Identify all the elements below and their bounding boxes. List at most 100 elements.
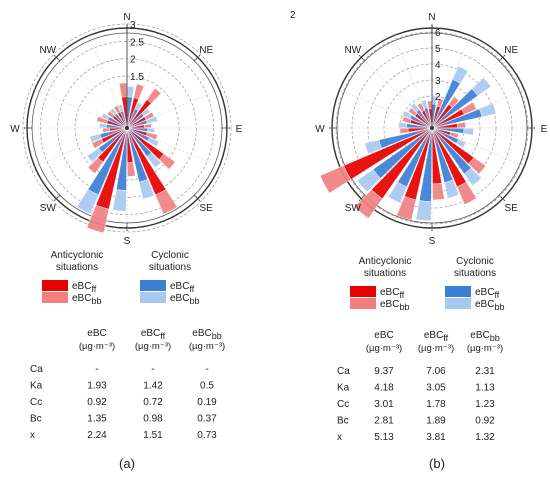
table-cell: 0.73: [197, 430, 217, 441]
anticyclonic-bb-bar: [396, 196, 417, 221]
radial-tick-label: 3: [435, 76, 441, 87]
legend-label: eBCff: [475, 287, 500, 300]
direction-label: NW: [344, 45, 361, 56]
radial-tick-label: 2: [435, 92, 441, 103]
table-header: eBCff: [141, 328, 166, 341]
table-row-label: Ka: [337, 383, 350, 394]
cyclonic-bb-bar: [364, 139, 382, 154]
table-cell: 1.13: [475, 383, 495, 394]
anticyclonic-bb-bar: [408, 107, 418, 117]
cyclonic-bb-bar: [463, 128, 474, 136]
anticyclonic-bb-bar: [158, 153, 176, 170]
table-cell: 4.18: [374, 383, 394, 394]
cyclonic-bb-bar: [415, 200, 432, 222]
anticyclonic-bb-bar: [86, 204, 110, 234]
legend-title-cyclonic: situations: [149, 262, 191, 273]
legend-label: eBCff: [170, 281, 195, 294]
table-cell: 1.35: [87, 414, 107, 425]
anticyclonic-bb-bar: [417, 102, 425, 113]
table-unit: (µg·m⁻³): [366, 343, 402, 354]
cyclonic-bb-bar: [112, 189, 127, 212]
legend-label: eBCbb: [72, 293, 101, 306]
cyclonic-bb-bar: [89, 133, 102, 143]
table-cell: 0.92: [475, 416, 495, 427]
cyclonic-bb-bar: [443, 179, 460, 199]
direction-label: S: [124, 236, 131, 247]
anticyclonic-bb-bar: [146, 88, 162, 104]
direction-label: SE: [200, 203, 214, 214]
legend-label: eBCbb: [170, 293, 199, 306]
direction-label: SW: [40, 203, 57, 214]
direction-label: SE: [505, 203, 519, 214]
cyclonic-bb-bar: [463, 167, 482, 186]
cyclonic-bb-bar: [398, 121, 408, 128]
anticyclonic-bb-bar: [468, 157, 486, 175]
table-cell: 7.06: [426, 366, 446, 377]
anticyclonic-bb-bar: [106, 110, 115, 119]
radial-tick-label: 4: [435, 60, 441, 71]
legend-swatch: [42, 280, 68, 291]
anticyclonic-bb-bar: [354, 189, 383, 219]
cyclonic-bb-bar: [141, 108, 150, 117]
anticyclonic-bb-bar: [402, 116, 412, 124]
table-cell: 2.24: [87, 430, 107, 441]
cyclonic-bb-bar: [452, 65, 469, 84]
table-cell: 3.05: [426, 383, 446, 394]
direction-label: N: [428, 12, 435, 23]
legend-title-cyclonic: Cyclonic: [456, 256, 494, 267]
table-header: eBCff: [424, 330, 449, 343]
legend-title-anticyclonic: Anticyclonic: [359, 256, 412, 267]
cyclonic-bb-bar: [146, 152, 162, 168]
cyclonic-bb-bar: [99, 122, 107, 128]
anticyclonic-bb-bar: [319, 165, 352, 194]
legend-swatch: [445, 286, 471, 297]
direction-label: E: [236, 124, 243, 135]
cyclonic-bb-bar: [147, 137, 160, 147]
anticyclonic-bb-bar: [87, 157, 104, 174]
table-cell: 1.78: [426, 399, 446, 410]
anticyclonic-bb-bar: [456, 121, 466, 128]
cyclonic-bb-bar: [410, 102, 420, 113]
anticyclonic-bb-bar: [144, 111, 155, 121]
legend-label: eBCbb: [380, 299, 409, 312]
table-header: eBC: [374, 330, 393, 341]
legend-label: eBCbb: [475, 299, 504, 312]
table-cell: 1.42: [143, 381, 163, 392]
radial-tick-label: 2: [130, 55, 136, 66]
cyclonic-bb-bar: [117, 104, 124, 113]
cyclonic-bb-bar: [402, 110, 413, 119]
table-header: eBCbb: [192, 328, 221, 341]
cyclonic-bb-bar: [432, 95, 438, 105]
cyclonic-bb-bar: [388, 181, 408, 204]
table-cell: 3.81: [426, 432, 446, 443]
cyclonic-bb-bar: [138, 179, 155, 200]
legend-label: eBCff: [72, 281, 97, 294]
panel-label: (a): [119, 456, 135, 471]
cyclonic-bb-bar: [420, 99, 428, 109]
table-row-label: x: [337, 432, 342, 443]
cyclonic-bb-bar: [87, 147, 103, 163]
cyclonic-bb-bar: [109, 107, 118, 116]
table-row-label: Cc: [30, 397, 42, 408]
radial-tick-label: 3: [130, 20, 136, 31]
table-row-label: Bc: [30, 414, 42, 425]
table-cell: 1.89: [426, 416, 446, 427]
anticyclonic-bb-bar: [102, 127, 111, 133]
anticyclonic-bb-bar: [155, 189, 178, 215]
radial-tick-label: 6: [435, 28, 441, 39]
cyclonic-bb-bar: [357, 169, 381, 193]
anticyclonic-bb-bar: [399, 128, 409, 134]
table-unit: (µg·m⁻³): [189, 341, 225, 352]
cyclonic-bb-bar: [456, 139, 467, 148]
legend-swatch: [42, 292, 68, 303]
radial-tick-label: 5: [435, 44, 441, 55]
anticyclonic-bb-bar: [146, 132, 158, 140]
anticyclonic-bb-bar: [448, 96, 460, 108]
table-cell: 0.92: [87, 397, 107, 408]
table-row-label: Ka: [30, 381, 43, 392]
anticyclonic-bb-bar: [113, 105, 121, 114]
table-cell: 1.23: [475, 399, 495, 410]
table-row-label: Cc: [337, 399, 349, 410]
cyclonic-bb-bar: [76, 189, 99, 215]
